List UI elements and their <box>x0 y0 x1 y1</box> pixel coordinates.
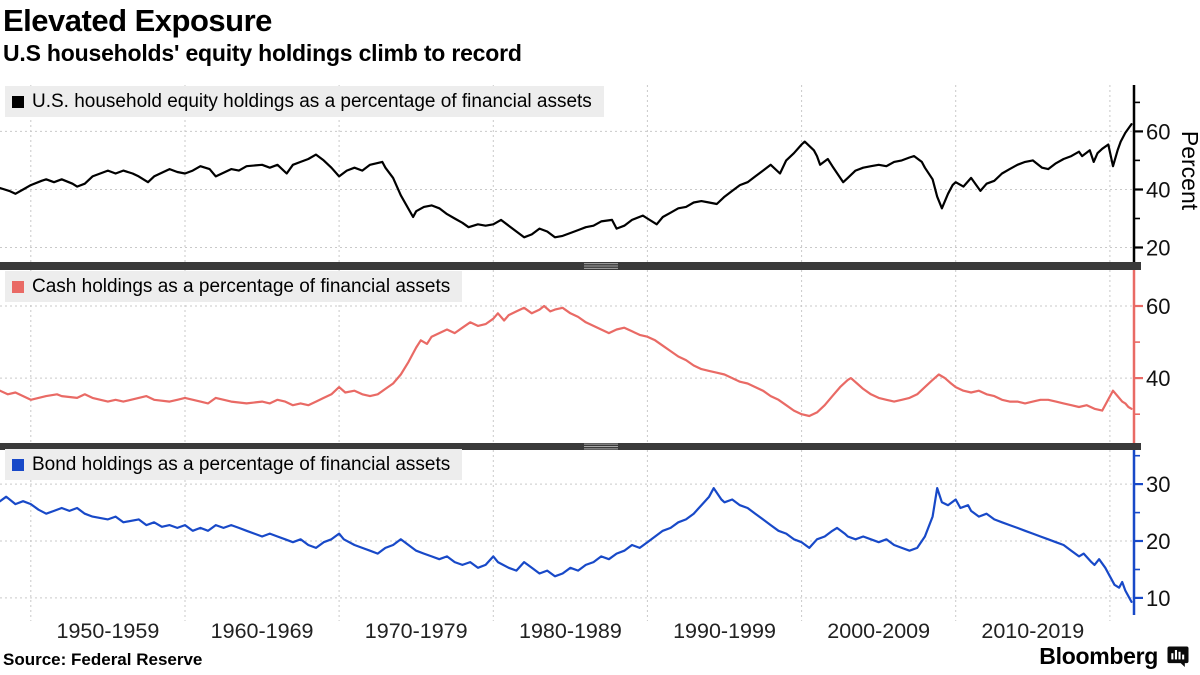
equity-legend-marker <box>12 95 24 108</box>
divider-bar[interactable] <box>0 443 1141 450</box>
page-subtitle: U.S households' equity holdings climb to… <box>3 40 522 67</box>
bloomberg-wordmark: Bloomberg <box>1039 643 1158 669</box>
x-axis-label: 2000-2009 <box>827 619 930 643</box>
x-axis-label: 2010-2019 <box>981 619 1084 643</box>
panel-equity: 20 40 60 Percent <box>0 85 1200 262</box>
x-axis-label: 1960-1969 <box>211 619 314 643</box>
page-title: Elevated Exposure <box>3 3 272 38</box>
equity-line <box>0 123 1133 239</box>
y-tick-label: 20 <box>1146 529 1170 554</box>
chart-header: Elevated Exposure U.S households' equity… <box>3 4 522 67</box>
legend-bond: Bond holdings as a percentage of financi… <box>5 449 463 480</box>
panel-divider[interactable] <box>0 443 1141 450</box>
equity-legend-label: U.S. household equity holdings as a perc… <box>32 90 592 112</box>
panel-cash: 40 60 <box>0 270 1170 443</box>
legend-cash: Cash holdings as a percentage of financi… <box>5 271 463 302</box>
stacked-line-chart: 20 40 60 Percent 40 60 10 20 30 1950-1959 1960-196… <box>0 85 1200 643</box>
cash-legend-label: Cash holdings as a percentage of financi… <box>32 275 451 297</box>
panel-divider[interactable] <box>0 262 1141 270</box>
legend-equity: U.S. household equity holdings as a perc… <box>5 86 604 117</box>
y-tick-label: 60 <box>1146 119 1170 144</box>
y-tick-label: 10 <box>1146 586 1170 611</box>
bloomberg-bug-icon <box>1167 646 1189 667</box>
x-axis-label: 1980-1989 <box>519 619 622 643</box>
cash-legend-marker <box>12 280 24 293</box>
cash-line <box>0 304 1133 418</box>
y-tick-label: 60 <box>1146 294 1170 319</box>
bloomberg-logo: Bloomberg <box>1039 643 1190 670</box>
x-axis-label: 1990-1999 <box>673 619 776 643</box>
bond-line <box>0 487 1133 604</box>
bond-legend-marker <box>12 458 24 471</box>
panel-bond: 10 20 30 <box>0 450 1170 621</box>
x-axis-label: 1950-1959 <box>56 619 159 643</box>
source-note: Source: Federal Reserve <box>3 650 203 669</box>
bond-legend-label: Bond holdings as a percentage of financi… <box>32 453 451 475</box>
divider-bar[interactable] <box>0 262 1141 270</box>
y-tick-label: 20 <box>1146 235 1170 260</box>
y-tick-label: 30 <box>1146 472 1170 497</box>
y-tick-label: 40 <box>1146 366 1170 391</box>
x-axis-label: 1970-1979 <box>365 619 468 643</box>
y-axis-unit-label: Percent <box>1177 131 1200 211</box>
y-tick-label: 40 <box>1146 177 1170 202</box>
